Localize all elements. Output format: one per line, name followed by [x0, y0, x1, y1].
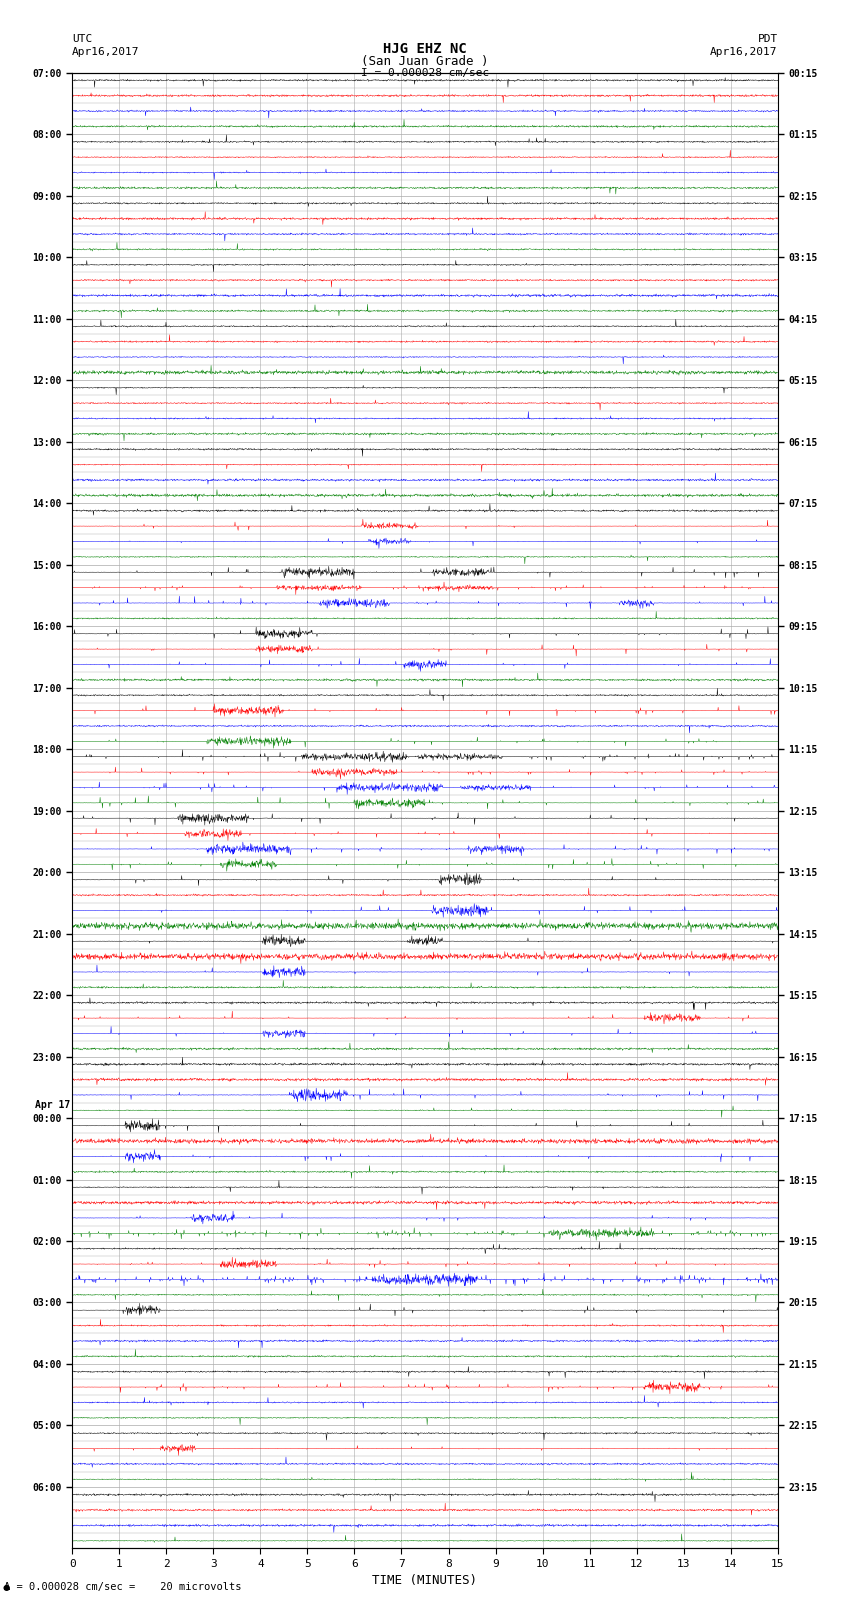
Text: ●: ●	[3, 1582, 10, 1592]
Text: PDT: PDT	[757, 34, 778, 44]
X-axis label: TIME (MINUTES): TIME (MINUTES)	[372, 1574, 478, 1587]
Text: A = 0.000028 cm/sec =    20 microvolts: A = 0.000028 cm/sec = 20 microvolts	[4, 1582, 241, 1592]
Text: HJG EHZ NC: HJG EHZ NC	[383, 42, 467, 56]
Text: UTC: UTC	[72, 34, 93, 44]
Text: Apr16,2017: Apr16,2017	[711, 47, 778, 56]
Text: Apr16,2017: Apr16,2017	[72, 47, 139, 56]
Text: I = 0.000028 cm/sec: I = 0.000028 cm/sec	[361, 68, 489, 77]
Text: (San Juan Grade ): (San Juan Grade )	[361, 55, 489, 68]
Text: Apr 17: Apr 17	[36, 1100, 71, 1110]
